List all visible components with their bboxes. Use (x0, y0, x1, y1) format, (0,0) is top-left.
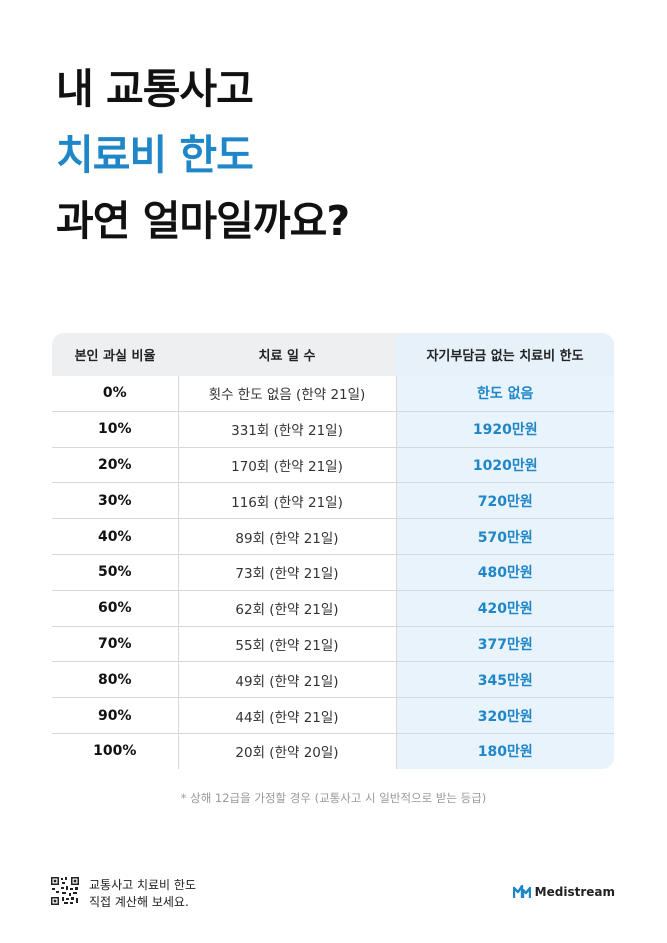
fault-ratio-cell: 20% (52, 447, 178, 484)
table-row: 100% 20회 (한약 20일) 180만원 (52, 733, 614, 769)
treatment-days-cell: 20회 (한약 20일) (177, 733, 397, 769)
limit-cell: 420만원 (396, 590, 614, 627)
fault-ratio-cell: 100% (93, 743, 137, 760)
headline-line-1: 내 교통사고 (56, 65, 254, 113)
limit-cell: 한도 없음 (396, 376, 614, 412)
cta-text: 교통사고 치료비 한도 직접 계산해 보세요. (89, 877, 196, 911)
fault-ratio-cell: 90% (52, 697, 178, 734)
table-row: 70% 55회 (한약 21일) 377만원 (52, 626, 614, 663)
limit-cell: 570만원 (396, 518, 614, 555)
table-row: 0% 횟수 한도 없음 (한약 21일) 한도 없음 (52, 376, 614, 412)
table-row: 40% 89회 (한약 21일) 570만원 (52, 518, 614, 555)
brand-logo: Medistream (512, 885, 615, 899)
limit-cell: 180만원 (396, 733, 614, 769)
headline-line-2: 치료비 한도 (56, 131, 254, 179)
table-row: 20% 170회 (한약 21일) 1020만원 (52, 447, 614, 484)
limit-cell: 1020만원 (396, 447, 614, 484)
table-row: 30% 116회 (한약 21일) 720만원 (52, 482, 614, 520)
limit-cell: 720만원 (396, 482, 614, 520)
table-row: 60% 62회 (한약 21일) 420만원 (52, 590, 614, 627)
table-header-row: 본인 과실 비율 치료 일 수 자기부담금 없는 치료비 한도 (52, 333, 614, 376)
fault-ratio-cell: 0% (52, 376, 178, 412)
limit-cell: 377만원 (396, 626, 614, 663)
table-row: 10% 331회 (한약 21일) 1920만원 (52, 411, 614, 448)
fault-ratio-cell: 40% (52, 518, 178, 555)
table-row: 50% 73회 (한약 21일) 480만원 (52, 554, 614, 591)
header-treatment-days: 치료 일 수 (178, 333, 396, 376)
limit-cell: 480만원 (396, 554, 614, 591)
fault-ratio-cell: 60% (52, 590, 178, 627)
table-row: 90% 44회 (한약 21일) 320만원 (52, 697, 614, 734)
limit-cell: 320만원 (396, 697, 614, 734)
headline: 내 교통사고 치료비 한도 과연 얼마일까요? (56, 56, 350, 254)
cta-line-1: 교통사고 치료비 한도 (89, 878, 196, 892)
treatment-days-cell: 73회 (한약 21일) (177, 554, 397, 591)
treatment-days-cell: 55회 (한약 21일) (177, 626, 397, 663)
fault-ratio-cell: 70% (52, 626, 178, 663)
fault-ratio-cell: 10% (52, 411, 178, 448)
treatment-days-cell: 횟수 한도 없음 (한약 21일) (177, 376, 397, 412)
fault-ratio-cell: 80% (52, 661, 178, 699)
treatment-days-cell: 49회 (한약 21일) (177, 661, 397, 699)
treatment-days-cell: 331회 (한약 21일) (177, 411, 397, 448)
header-fault-ratio: 본인 과실 비율 (52, 333, 178, 376)
limit-cell: 1920만원 (396, 411, 614, 448)
cta-line-2: 직접 계산해 보세요. (89, 895, 189, 909)
medistream-logo-icon (512, 885, 531, 898)
fault-ratio-cell: 30% (52, 482, 178, 520)
treatment-days-cell: 89회 (한약 21일) (177, 518, 397, 555)
header-limit: 자기부담금 없는 치료비 한도 (396, 333, 614, 376)
headline-line-3: 과연 얼마일까요? (56, 197, 350, 245)
treatment-days-cell: 62회 (한약 21일) (177, 590, 397, 627)
treatment-days-cell: 44회 (한약 21일) (177, 697, 397, 734)
footnote: * 상해 12급을 가정할 경우 (교통사고 시 일반적으로 받는 등급) (180, 791, 487, 805)
treatment-limit-table: 본인 과실 비율 치료 일 수 자기부담금 없는 치료비 한도 0% 횟수 한도 … (52, 333, 614, 769)
brand-name: Medistream (534, 885, 615, 899)
limit-cell: 345만원 (396, 661, 614, 699)
treatment-days-cell: 116회 (한약 21일) (177, 482, 397, 520)
qr-code-icon[interactable] (50, 876, 80, 906)
fault-ratio-cell: 50% (52, 554, 178, 591)
treatment-days-cell: 170회 (한약 21일) (177, 447, 397, 484)
table-row: 80% 49회 (한약 21일) 345만원 (52, 661, 614, 699)
